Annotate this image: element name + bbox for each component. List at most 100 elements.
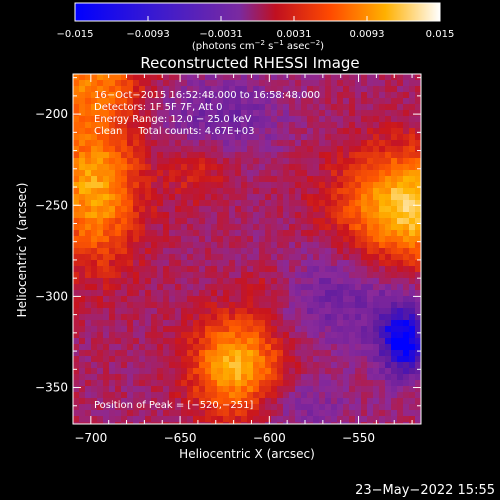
heatmap-cell	[163, 74, 169, 80]
heatmap-cell	[367, 320, 373, 326]
heatmap-cell	[157, 380, 163, 386]
heatmap-cell	[187, 176, 193, 182]
heatmap-cell	[331, 122, 337, 128]
heatmap-cell	[313, 122, 319, 128]
heatmap-cell	[379, 374, 385, 380]
heatmap-cell	[181, 74, 187, 80]
heatmap-cell	[223, 416, 229, 422]
heatmap-cell	[343, 230, 349, 236]
heatmap-cell	[157, 308, 163, 314]
heatmap-cell	[241, 368, 247, 374]
heatmap-cell	[337, 308, 343, 314]
heatmap-cell	[91, 128, 97, 134]
heatmap-cell	[373, 188, 379, 194]
heatmap-cell	[295, 278, 301, 284]
heatmap-cell	[241, 182, 247, 188]
heatmap-cell	[313, 416, 319, 422]
heatmap-cell	[397, 296, 403, 302]
heatmap-cell	[139, 206, 145, 212]
heatmap-cell	[85, 320, 91, 326]
heatmap-cell	[325, 152, 331, 158]
heatmap-cell	[373, 104, 379, 110]
heatmap-cell	[367, 266, 373, 272]
heatmap-cell	[319, 278, 325, 284]
heatmap-cell	[337, 284, 343, 290]
heatmap-cell	[157, 194, 163, 200]
heatmap-cell	[373, 350, 379, 356]
heatmap-cell	[397, 86, 403, 92]
heatmap-cell	[151, 422, 157, 424]
heatmap-cell	[217, 290, 223, 296]
heatmap-cell	[175, 266, 181, 272]
heatmap-cell	[181, 152, 187, 158]
heatmap-cell	[103, 128, 109, 134]
heatmap-cell	[391, 320, 397, 326]
heatmap-cell	[193, 272, 199, 278]
heatmap-cell	[145, 254, 151, 260]
heatmap-cell	[79, 104, 85, 110]
heatmap-cell	[397, 134, 403, 140]
heatmap-cell	[283, 158, 289, 164]
heatmap-cell	[337, 380, 343, 386]
heatmap-cell	[373, 134, 379, 140]
heatmap-cell	[169, 86, 175, 92]
heatmap-cell	[169, 134, 175, 140]
heatmap-cell	[217, 116, 223, 122]
heatmap-cell	[85, 392, 91, 398]
heatmap-cell	[157, 416, 163, 422]
heatmap-cell	[211, 284, 217, 290]
heatmap-cell	[307, 134, 313, 140]
heatmap-cell	[361, 356, 367, 362]
heatmap-cell	[181, 158, 187, 164]
heatmap-cell	[121, 98, 127, 104]
heatmap-cell	[379, 344, 385, 350]
colorbar-tick-label: 0.015	[426, 29, 455, 40]
heatmap-cell	[211, 116, 217, 122]
heatmap-cell	[127, 344, 133, 350]
heatmap-cell	[151, 416, 157, 422]
heatmap-cell	[307, 104, 313, 110]
heatmap-cell	[223, 320, 229, 326]
heatmap-cell	[265, 404, 271, 410]
heatmap-cell	[397, 356, 403, 362]
heatmap-cell	[223, 248, 229, 254]
heatmap-cell	[367, 392, 373, 398]
heatmap-cell	[391, 224, 397, 230]
heatmap-cell	[259, 350, 265, 356]
heatmap-cell	[415, 296, 421, 302]
heatmap-cell	[175, 224, 181, 230]
heatmap-cell	[331, 266, 337, 272]
heatmap-cell	[223, 194, 229, 200]
heatmap-cell	[295, 206, 301, 212]
heatmap-cell	[211, 146, 217, 152]
heatmap-cell	[145, 224, 151, 230]
heatmap-cell	[409, 308, 415, 314]
heatmap-cell	[325, 422, 331, 424]
heatmap-cell	[313, 362, 319, 368]
heatmap-cell	[103, 230, 109, 236]
heatmap-cell	[277, 122, 283, 128]
heatmap-cell	[229, 254, 235, 260]
heatmap-cell	[229, 416, 235, 422]
heatmap-cell	[199, 392, 205, 398]
heatmap-cell	[205, 284, 211, 290]
heatmap-cell	[271, 188, 277, 194]
heatmap-cell	[331, 86, 337, 92]
heatmap-cell	[319, 404, 325, 410]
heatmap-cell	[349, 320, 355, 326]
heatmap-cell	[283, 392, 289, 398]
heatmap-cell	[271, 104, 277, 110]
heatmap-cell	[193, 398, 199, 404]
heatmap-cell	[181, 260, 187, 266]
heatmap-cell	[313, 344, 319, 350]
heatmap-cell	[73, 206, 79, 212]
heatmap-cell	[391, 260, 397, 266]
heatmap-cell	[277, 242, 283, 248]
heatmap-cell	[163, 176, 169, 182]
heatmap-cell	[109, 146, 115, 152]
heatmap-cell	[259, 200, 265, 206]
heatmap-cell	[253, 152, 259, 158]
heatmap-cell	[133, 158, 139, 164]
heatmap-cell	[187, 170, 193, 176]
heatmap-cell	[97, 392, 103, 398]
